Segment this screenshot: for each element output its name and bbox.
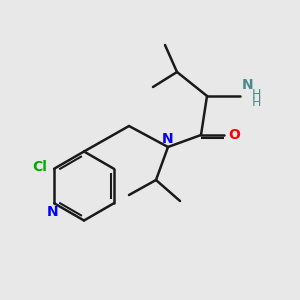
Text: Cl: Cl [33, 160, 47, 174]
Text: H: H [251, 88, 261, 101]
Text: O: O [228, 128, 240, 142]
Text: H: H [251, 95, 261, 109]
Text: N: N [162, 131, 174, 146]
Text: N: N [47, 205, 58, 219]
Text: N: N [242, 78, 253, 92]
